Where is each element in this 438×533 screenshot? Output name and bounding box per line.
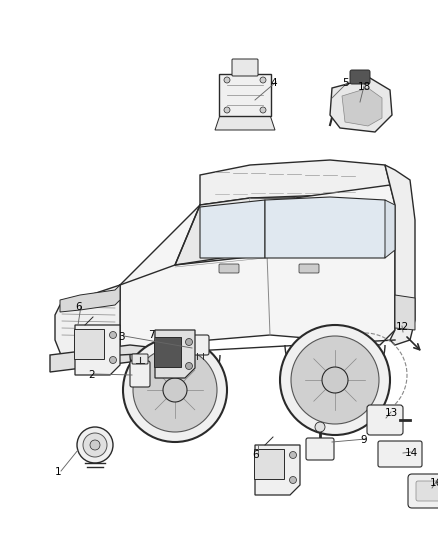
Circle shape: [186, 338, 192, 345]
Circle shape: [90, 440, 100, 450]
Circle shape: [224, 107, 230, 113]
FancyBboxPatch shape: [254, 449, 284, 479]
Text: 9: 9: [360, 435, 367, 445]
Polygon shape: [342, 88, 382, 126]
FancyBboxPatch shape: [306, 438, 334, 460]
FancyBboxPatch shape: [219, 264, 239, 273]
Text: 4: 4: [270, 78, 277, 88]
FancyBboxPatch shape: [191, 335, 209, 355]
Text: 2: 2: [88, 370, 95, 380]
FancyBboxPatch shape: [416, 481, 438, 501]
Text: 13: 13: [385, 408, 398, 418]
Circle shape: [83, 433, 107, 457]
Circle shape: [290, 451, 297, 458]
Circle shape: [315, 422, 325, 432]
FancyBboxPatch shape: [130, 361, 150, 387]
Polygon shape: [395, 295, 415, 330]
Text: 16: 16: [430, 478, 438, 488]
Circle shape: [133, 348, 217, 432]
Text: 7: 7: [148, 330, 155, 340]
Polygon shape: [155, 330, 195, 378]
Circle shape: [110, 332, 117, 338]
Circle shape: [77, 427, 113, 463]
Circle shape: [163, 378, 187, 402]
Polygon shape: [215, 115, 275, 130]
Text: 1: 1: [55, 467, 62, 477]
FancyBboxPatch shape: [378, 441, 422, 467]
Polygon shape: [120, 252, 295, 320]
Polygon shape: [120, 185, 395, 360]
Polygon shape: [75, 325, 120, 375]
FancyBboxPatch shape: [219, 74, 271, 116]
FancyBboxPatch shape: [367, 405, 403, 435]
FancyBboxPatch shape: [132, 354, 148, 364]
Circle shape: [260, 107, 266, 113]
FancyBboxPatch shape: [154, 337, 181, 367]
Polygon shape: [175, 198, 295, 265]
Circle shape: [260, 77, 266, 83]
Text: 14: 14: [405, 448, 418, 458]
Circle shape: [322, 367, 348, 393]
Polygon shape: [385, 165, 415, 345]
Circle shape: [291, 336, 379, 424]
Circle shape: [186, 362, 192, 369]
Polygon shape: [50, 345, 175, 372]
Polygon shape: [200, 200, 265, 258]
Text: 5: 5: [342, 78, 349, 88]
Polygon shape: [60, 285, 120, 312]
Text: 6: 6: [252, 450, 258, 460]
FancyBboxPatch shape: [299, 264, 319, 273]
FancyBboxPatch shape: [74, 329, 104, 359]
FancyBboxPatch shape: [232, 59, 258, 76]
Polygon shape: [265, 197, 390, 258]
Polygon shape: [55, 285, 120, 365]
Text: 6: 6: [75, 302, 81, 312]
Polygon shape: [385, 200, 395, 258]
Circle shape: [280, 325, 390, 435]
Circle shape: [224, 77, 230, 83]
Text: 18: 18: [358, 82, 371, 92]
Circle shape: [110, 357, 117, 364]
FancyBboxPatch shape: [408, 474, 438, 508]
Polygon shape: [330, 78, 392, 132]
Circle shape: [123, 338, 227, 442]
Polygon shape: [255, 445, 300, 495]
Text: 12: 12: [396, 322, 409, 332]
Circle shape: [290, 477, 297, 483]
FancyBboxPatch shape: [350, 70, 370, 84]
Text: 3: 3: [118, 332, 125, 342]
Polygon shape: [200, 160, 390, 205]
